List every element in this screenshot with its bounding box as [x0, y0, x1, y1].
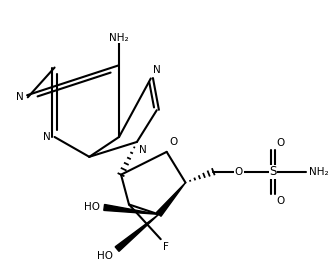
Text: O: O [235, 167, 243, 177]
Text: N: N [139, 145, 147, 155]
Text: NH₂: NH₂ [109, 33, 129, 43]
Text: NH₂: NH₂ [308, 167, 328, 177]
Polygon shape [156, 183, 186, 216]
Text: N: N [153, 65, 161, 76]
Text: O: O [277, 138, 285, 148]
Text: N: N [43, 132, 50, 142]
Text: O: O [170, 137, 178, 147]
Text: F: F [163, 242, 169, 252]
Text: HO: HO [97, 251, 113, 261]
Text: O: O [277, 195, 285, 205]
Text: S: S [269, 165, 277, 178]
Text: HO: HO [84, 202, 100, 212]
Polygon shape [115, 214, 159, 251]
Text: N: N [16, 92, 24, 102]
Polygon shape [104, 204, 159, 214]
